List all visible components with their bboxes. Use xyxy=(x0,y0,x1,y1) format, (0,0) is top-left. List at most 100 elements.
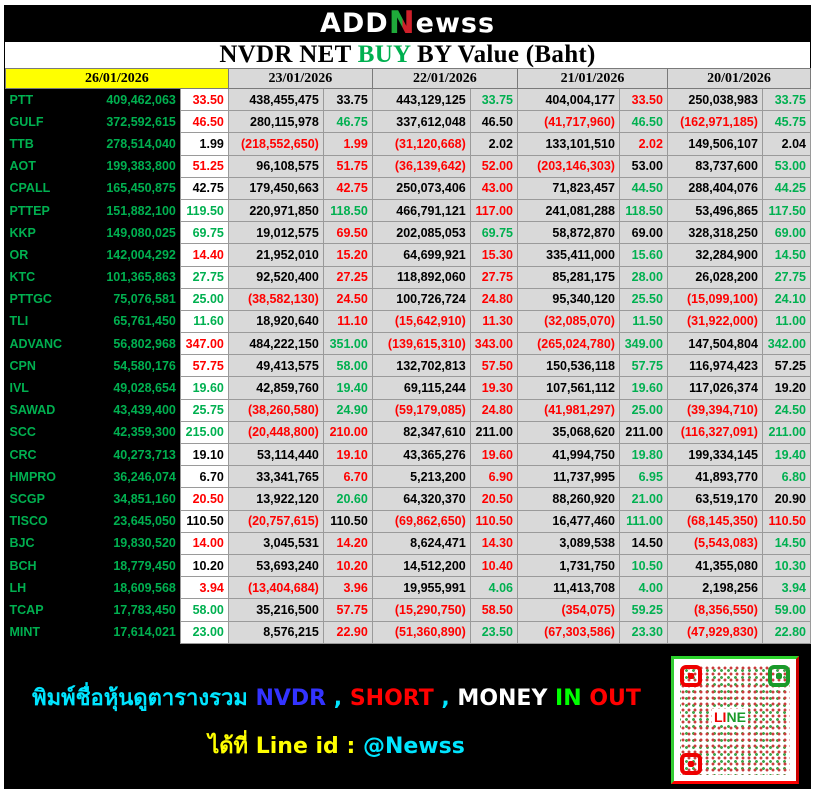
net-value: (15,290,750) xyxy=(371,598,471,622)
net-value: 132,702,813 xyxy=(371,354,471,378)
net-value: 484,222,150 xyxy=(227,332,324,356)
net-value: 8,576,215 xyxy=(227,620,324,644)
close-price: 14.50 xyxy=(761,243,812,267)
net-value: 118,892,060 xyxy=(371,265,471,289)
table-row: KTC 101,365,863 27.75 92,520,400 27.25 118,89… xyxy=(5,265,812,289)
net-buy-value: 17,614,021 xyxy=(67,621,181,644)
stock-symbol: BJC xyxy=(5,532,68,555)
close-price: 44.50 xyxy=(618,176,668,200)
close-price: 19.60 xyxy=(618,376,668,400)
net-buy-value: 199,383,800 xyxy=(67,155,181,178)
stock-symbol: AOT xyxy=(5,155,68,178)
net-value: 250,038,983 xyxy=(666,87,763,112)
close-price: 119.50 xyxy=(179,198,229,223)
net-buy-value: 23,645,050 xyxy=(67,510,181,533)
close-price: 19.10 xyxy=(179,442,229,467)
net-value: 116,974,423 xyxy=(666,354,763,378)
close-price: 27.75 xyxy=(469,265,519,289)
net-value: 107,561,112 xyxy=(517,376,620,400)
close-price: 24.50 xyxy=(322,287,373,311)
table-row: TTB 278,514,040 1.99 (218,552,650) 1.99 (31,1… xyxy=(5,132,812,156)
close-price: 6.70 xyxy=(322,465,373,489)
net-value: 466,791,121 xyxy=(371,198,471,223)
close-price: 19.30 xyxy=(469,376,519,400)
net-value: 179,450,663 xyxy=(227,176,324,200)
net-value: 35,068,620 xyxy=(517,420,620,445)
banner-text: NVDR xyxy=(255,686,327,711)
net-value: (116,327,091) xyxy=(666,420,763,445)
close-price: 10.20 xyxy=(179,553,229,578)
net-value: 14,512,200 xyxy=(371,553,471,578)
stock-symbol: IVL xyxy=(5,376,68,400)
net-value: 404,004,177 xyxy=(517,87,620,112)
date-header: 23/01/2026 xyxy=(227,68,373,89)
close-price: 14.40 xyxy=(179,243,229,267)
close-price: 111.00 xyxy=(618,509,668,533)
net-value: (203,146,303) xyxy=(517,154,620,178)
banner-line-2: ได้ที่ Line id : @Newss xyxy=(4,728,669,763)
net-buy-value: 75,076,581 xyxy=(67,288,181,311)
net-buy-value: 36,246,074 xyxy=(67,465,181,488)
close-price: 14.50 xyxy=(761,531,812,555)
net-value: (20,448,800) xyxy=(227,420,324,445)
net-value: 53,693,240 xyxy=(227,553,324,578)
close-price: 57.25 xyxy=(761,354,812,378)
net-buy-value: 18,609,568 xyxy=(67,576,181,599)
close-price: 46.50 xyxy=(469,110,519,134)
close-price: 6.95 xyxy=(618,465,668,489)
close-price: 15.30 xyxy=(469,243,519,267)
close-price: 14.00 xyxy=(179,531,229,555)
close-price: 23.50 xyxy=(469,620,519,644)
close-price: 347.00 xyxy=(179,332,229,356)
stock-symbol: CPALL xyxy=(5,177,68,200)
net-value: 96,108,575 xyxy=(227,154,324,178)
net-value: 64,699,921 xyxy=(371,243,471,267)
stock-symbol: TLI xyxy=(5,310,68,333)
close-price: 24.80 xyxy=(469,287,519,311)
close-price: 59.25 xyxy=(618,598,668,622)
table-row: SCC 42,359,300 215.00 (20,448,800) 210.00 82,… xyxy=(5,420,812,445)
stock-symbol: LH xyxy=(5,576,68,599)
net-value: 3,045,531 xyxy=(227,531,324,555)
close-price: 3.94 xyxy=(761,576,812,600)
net-value: 328,318,250 xyxy=(666,221,763,245)
close-price: 19.60 xyxy=(469,442,519,467)
net-value: 43,365,276 xyxy=(371,442,471,467)
net-value: 63,519,170 xyxy=(666,487,763,511)
close-price: 25.75 xyxy=(179,398,229,422)
close-price: 117.50 xyxy=(761,198,812,223)
close-price: 14.20 xyxy=(322,531,373,555)
close-price: 6.90 xyxy=(469,465,519,489)
line-qr-code[interactable]: LINE xyxy=(671,656,799,784)
net-value: 5,213,200 xyxy=(371,465,471,489)
close-price: 46.50 xyxy=(179,110,229,134)
net-value: 3,089,538 xyxy=(517,531,620,555)
table-row: BJC 19,830,520 14.00 3,045,531 14.20 8,624,47… xyxy=(5,531,812,555)
net-value: 199,334,145 xyxy=(666,442,763,467)
close-price: 215.00 xyxy=(179,420,229,445)
close-price: 351.00 xyxy=(322,332,373,356)
net-value: 133,101,510 xyxy=(517,132,620,156)
net-value: 241,081,288 xyxy=(517,198,620,223)
table-row: SCGP 34,851,160 20.50 13,922,120 20.60 64,320… xyxy=(5,487,812,511)
close-price: 10.40 xyxy=(469,553,519,578)
net-buy-value: 42,359,300 xyxy=(67,421,181,444)
stock-symbol: PTTGC xyxy=(5,288,68,311)
close-price: 1.99 xyxy=(322,132,373,156)
net-value: 16,477,460 xyxy=(517,509,620,533)
table-row: PTTEP 151,882,100 119.50 220,971,850 118.50 4… xyxy=(5,198,812,223)
close-price: 51.75 xyxy=(322,154,373,178)
net-value: 33,341,765 xyxy=(227,465,324,489)
net-value: 18,920,640 xyxy=(227,309,324,334)
net-value: (32,085,070) xyxy=(517,309,620,334)
net-value: (41,981,297) xyxy=(517,398,620,422)
net-value: 95,340,120 xyxy=(517,287,620,311)
net-value: 71,823,457 xyxy=(517,176,620,200)
net-value: (20,757,615) xyxy=(227,509,324,533)
close-price: 25.00 xyxy=(179,287,229,311)
stock-symbol: CPN xyxy=(5,354,68,377)
qr-finder-icon xyxy=(768,665,790,687)
close-price: 4.06 xyxy=(469,576,519,600)
